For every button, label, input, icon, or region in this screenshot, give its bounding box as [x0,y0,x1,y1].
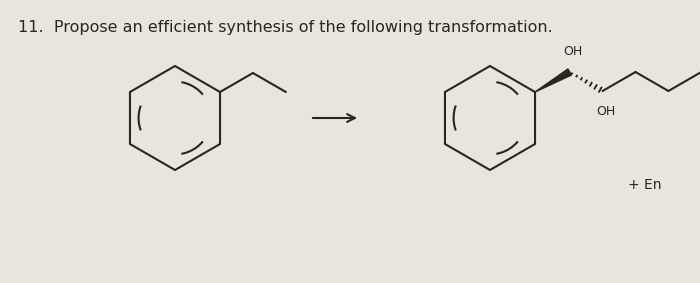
Text: OH: OH [563,45,582,58]
Text: 11.  Propose an efficient synthesis of the following transformation.: 11. Propose an efficient synthesis of th… [18,20,553,35]
Text: OH: OH [596,105,615,118]
Polygon shape [535,69,571,92]
Text: + En: + En [629,178,662,192]
